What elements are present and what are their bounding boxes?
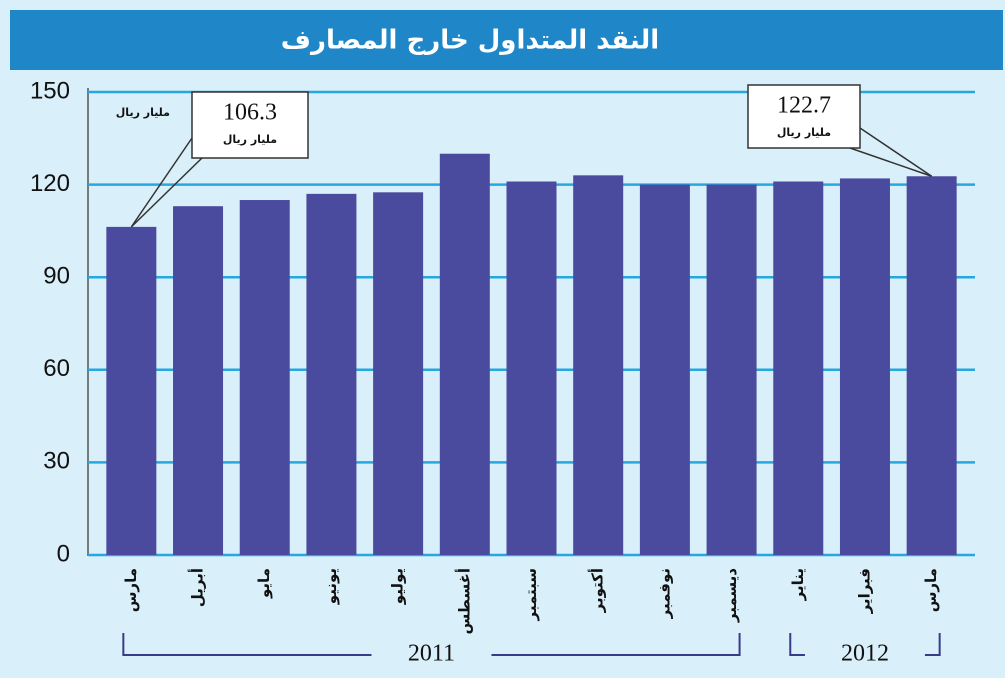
callout-line: [849, 147, 932, 177]
callout-line: [130, 157, 203, 228]
bar: [573, 175, 624, 555]
callout-line: [859, 127, 933, 177]
year-label: 2012: [841, 641, 889, 667]
bar: [439, 153, 490, 555]
bar: [173, 206, 224, 555]
chart-title: النقد المتداول خارج المصارف: [281, 26, 659, 56]
x-tick-label: يناير: [789, 568, 807, 601]
x-tick-label: أبريل: [188, 568, 207, 607]
x-tick-label: يوليو: [389, 568, 407, 605]
x-tick-label: فبراير: [855, 568, 873, 614]
y-tick-label: 150: [30, 77, 70, 104]
year-bracket: [122, 633, 741, 656]
y-tick-label: 90: [43, 263, 70, 290]
x-tick-label: مارس: [122, 568, 140, 612]
bar: [373, 192, 424, 556]
callout-box: [191, 91, 309, 159]
y-tick-label: 60: [43, 355, 70, 382]
x-tick-label: سبتمبر: [522, 568, 540, 622]
year-bracket: [789, 633, 941, 656]
data-label: 122.7: [777, 93, 831, 119]
bar: [306, 193, 357, 556]
x-tick-label: أكتوبر: [588, 568, 607, 613]
x-tick-label: نوفمبر: [655, 568, 673, 619]
x-tick-label: أغسطس: [454, 568, 473, 634]
x-tick-label: مايو: [255, 568, 273, 599]
unit-label: مليار ريال: [223, 133, 277, 146]
bar: [706, 184, 757, 555]
bar: [639, 184, 690, 555]
callout-box: [747, 84, 861, 149]
bar: [773, 181, 824, 555]
bar: [506, 181, 557, 555]
unit-label: مليار ريال: [777, 126, 831, 139]
x-tick-label: مارس: [922, 568, 940, 612]
x-tick-label: يونيو: [322, 568, 340, 605]
x-tick-label: ديسمبر: [722, 568, 740, 623]
bar: [839, 178, 890, 555]
y-tick-label: 120: [30, 170, 70, 197]
y-tick-label: 30: [43, 448, 70, 475]
title-bar: [10, 10, 1003, 70]
data-label: 106.3: [223, 100, 277, 126]
year-label: 2011: [408, 641, 455, 667]
y-tick-label: 0: [57, 540, 70, 567]
bar: [106, 226, 157, 555]
unit-label: مليار ريال: [116, 106, 170, 119]
bar: [239, 200, 290, 556]
callout-line: [130, 137, 193, 228]
bar: [906, 176, 957, 556]
